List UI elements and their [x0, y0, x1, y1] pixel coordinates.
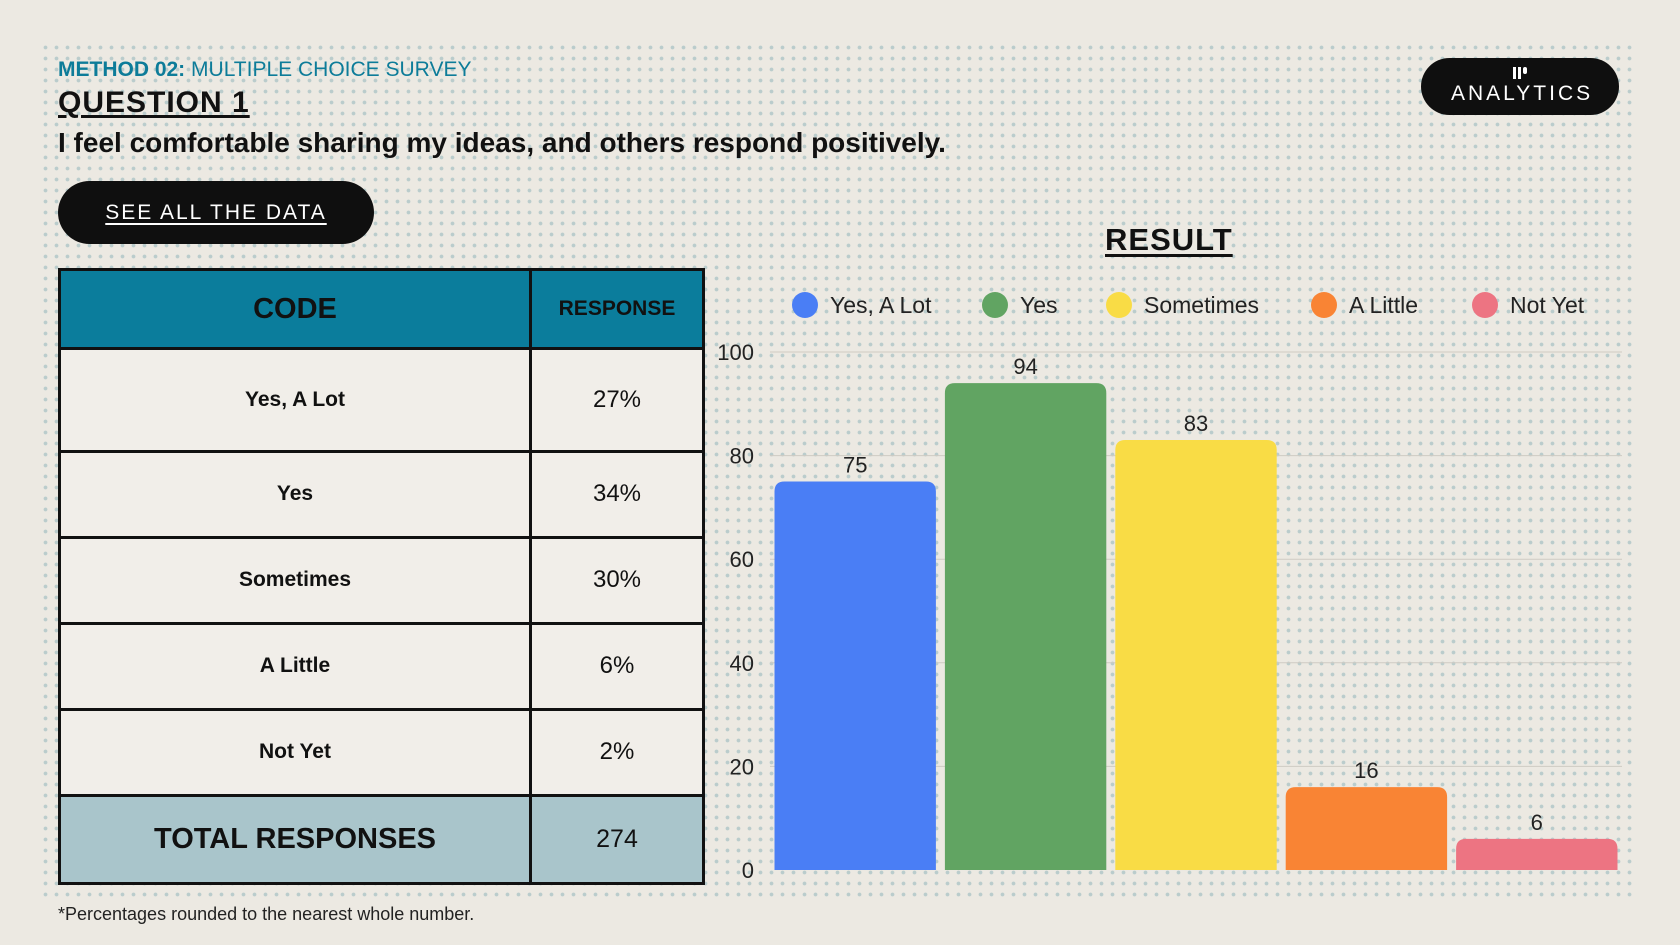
see-all-data-button[interactable]: SEE ALL THE DATA [58, 181, 374, 244]
bar-not-yet [1456, 838, 1618, 870]
legend-swatch [1106, 292, 1132, 318]
bar-value-label: 6 [1531, 810, 1543, 835]
analytics-logo-icon [1513, 67, 1527, 79]
code-cell: Yes [58, 449, 532, 539]
bar-a-little [1285, 787, 1448, 870]
code-cell: Sometimes [58, 535, 532, 625]
legend-swatch [1472, 292, 1498, 318]
response-table: CODE RESPONSE Yes, A Lot 27% Yes 34% Som… [58, 268, 705, 886]
question-title: QUESTION 1 [58, 86, 250, 119]
table-row: Sometimes 30% [58, 535, 705, 625]
table-row: Yes 34% [58, 449, 705, 539]
column-header-code: CODE [58, 268, 532, 350]
total-label: TOTAL RESPONSES [58, 793, 532, 886]
survey-statement: I feel comfortable sharing my ideas, and… [58, 127, 946, 158]
response-cell: 30% [529, 535, 705, 625]
bar-sometimes [1115, 440, 1277, 870]
y-tick-label: 60 [730, 547, 754, 572]
legend-label: Yes, A Lot [830, 292, 932, 318]
bar-yes [944, 383, 1107, 870]
result-title: RESULT [1105, 222, 1233, 257]
code-cell: Not Yet [58, 707, 532, 797]
legend-swatch [1311, 292, 1337, 318]
bar-value-label: 16 [1354, 758, 1378, 783]
response-cell: 2% [529, 707, 705, 797]
code-cell: A Little [58, 621, 532, 711]
response-cell: 34% [529, 449, 705, 539]
legend-label: Yes [1020, 292, 1058, 318]
legend-label: Sometimes [1144, 292, 1259, 318]
response-cell: 27% [529, 347, 705, 453]
bar-yes-a-lot [774, 481, 936, 870]
code-cell: Yes, A Lot [58, 347, 532, 453]
method-label: METHOD 02: MULTIPLE CHOICE SURVEY [58, 58, 472, 81]
footnote: *Percentages rounded to the nearest whol… [58, 904, 475, 924]
total-value: 274 [529, 793, 705, 886]
total-row: TOTAL RESPONSES 274 [58, 793, 705, 886]
bar-value-label: 75 [843, 453, 867, 478]
y-tick-label: 0 [742, 858, 754, 883]
legend-swatch [982, 292, 1008, 318]
column-header-response: RESPONSE [529, 268, 705, 350]
table-row: Not Yet 2% [58, 707, 705, 797]
table-row: A Little 6% [58, 621, 705, 711]
y-tick-label: 40 [730, 651, 754, 676]
legend-swatch [792, 292, 818, 318]
table-row: Yes, A Lot 27% [58, 347, 705, 453]
response-cell: 6% [529, 621, 705, 711]
y-tick-label: 80 [730, 444, 754, 469]
y-tick-label: 20 [730, 754, 754, 779]
logo-text: ANALYTICS [1451, 82, 1594, 105]
bar-value-label: 94 [1013, 354, 1037, 379]
bar-value-label: 83 [1184, 411, 1208, 436]
legend-label: A Little [1349, 292, 1418, 318]
analytics-logo: ANALYTICS [1421, 58, 1619, 115]
legend-label: Not Yet [1510, 292, 1585, 318]
y-tick-label: 100 [717, 340, 754, 365]
